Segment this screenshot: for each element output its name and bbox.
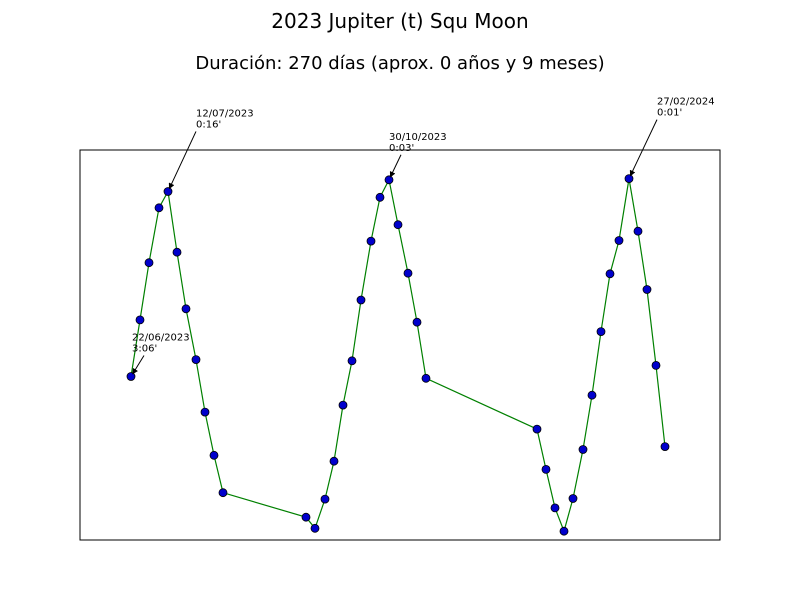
data-point — [191, 355, 201, 365]
data-point — [550, 503, 560, 513]
data-point — [642, 285, 652, 294]
series-line-layer — [130, 177, 666, 534]
data-point — [651, 360, 661, 370]
data-point — [209, 450, 219, 460]
data-point — [559, 526, 569, 536]
annotation-value: 0:16' — [196, 119, 221, 130]
data-point — [320, 494, 330, 504]
annotation-arrow — [629, 119, 658, 177]
annotation-value: 0:01' — [657, 108, 682, 119]
data-point — [578, 445, 588, 454]
series-line — [130, 177, 666, 534]
data-point — [568, 494, 578, 503]
data-point — [421, 373, 431, 383]
annotation-arrow — [168, 131, 197, 190]
data-point — [218, 488, 228, 498]
plot-frame — [79, 149, 721, 541]
annotation-date: 27/02/2024 — [657, 97, 715, 108]
data-point — [660, 442, 670, 452]
data-point — [605, 269, 615, 279]
data-point — [329, 456, 339, 466]
data-point — [403, 268, 413, 278]
data-point — [375, 192, 385, 202]
data-point — [412, 317, 422, 327]
data-point — [596, 327, 606, 337]
annotation-value: 3:06' — [132, 344, 157, 355]
data-point — [301, 512, 311, 522]
data-point — [200, 407, 210, 417]
annotation-arrow — [389, 154, 402, 178]
series-point-layer — [126, 174, 670, 536]
data-point — [624, 174, 634, 184]
data-point — [384, 175, 394, 185]
data-point — [532, 424, 542, 434]
data-point — [633, 226, 643, 236]
data-point — [587, 390, 597, 400]
annotation-date: 30/10/2023 — [389, 132, 447, 143]
data-point — [181, 304, 191, 314]
data-point — [541, 464, 551, 474]
data-point — [135, 315, 145, 325]
data-point — [154, 203, 164, 213]
data-point — [126, 372, 136, 381]
data-point — [393, 220, 403, 230]
data-point — [163, 187, 173, 196]
data-point — [144, 258, 154, 268]
annotation-date: 12/07/2023 — [196, 108, 254, 119]
data-point — [338, 400, 348, 410]
annotation-date: 22/06/2023 — [132, 333, 190, 344]
data-point — [172, 247, 182, 257]
annotation-value: 0:03' — [389, 143, 414, 154]
data-point — [366, 236, 376, 246]
data-point — [356, 295, 366, 305]
chart-title: 2023 Jupiter (t) Squ Moon — [271, 9, 528, 33]
annotation-arrow — [132, 355, 145, 375]
chart-subtitle: Duración: 270 días (aprox. 0 años y 9 me… — [195, 53, 604, 74]
data-point — [310, 523, 320, 533]
data-point — [614, 236, 624, 245]
data-point — [347, 356, 357, 366]
